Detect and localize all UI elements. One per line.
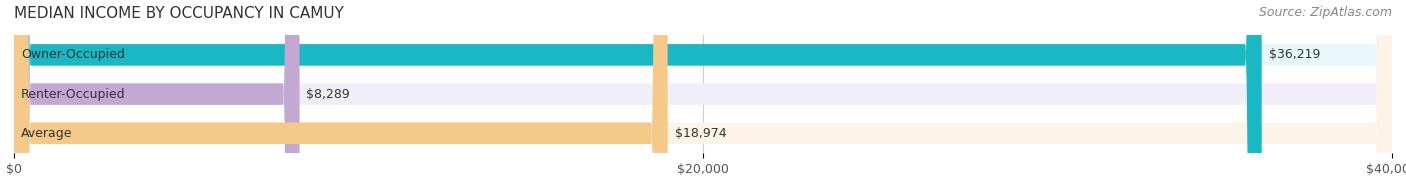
- Text: $18,974: $18,974: [675, 127, 725, 140]
- FancyBboxPatch shape: [14, 0, 1261, 196]
- Text: $36,219: $36,219: [1268, 48, 1320, 61]
- FancyBboxPatch shape: [14, 0, 1392, 196]
- FancyBboxPatch shape: [14, 0, 1392, 196]
- Text: MEDIAN INCOME BY OCCUPANCY IN CAMUY: MEDIAN INCOME BY OCCUPANCY IN CAMUY: [14, 6, 344, 21]
- FancyBboxPatch shape: [14, 0, 1392, 196]
- Text: Source: ZipAtlas.com: Source: ZipAtlas.com: [1258, 6, 1392, 19]
- FancyBboxPatch shape: [14, 0, 299, 196]
- FancyBboxPatch shape: [14, 0, 668, 196]
- Text: Average: Average: [21, 127, 73, 140]
- Text: Owner-Occupied: Owner-Occupied: [21, 48, 125, 61]
- Text: Renter-Occupied: Renter-Occupied: [21, 88, 125, 101]
- Text: $8,289: $8,289: [307, 88, 350, 101]
